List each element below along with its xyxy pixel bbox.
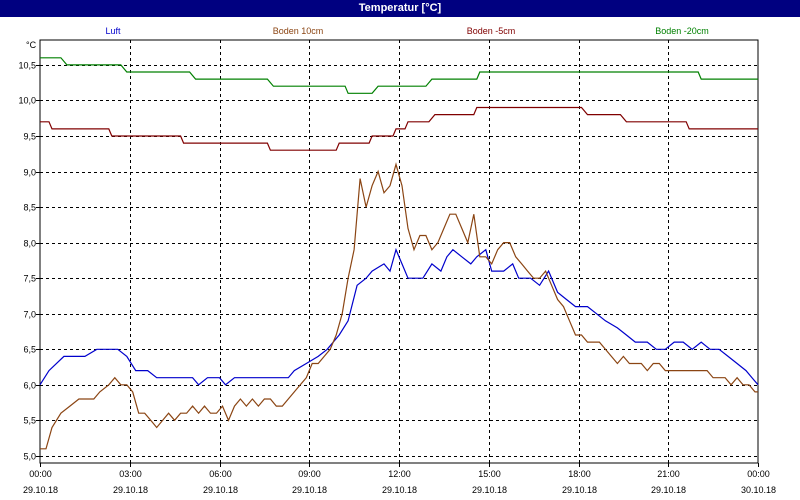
series-lines: [39, 57, 759, 450]
x-tick-time-label: 21:00: [657, 469, 680, 479]
legend-entry: Boden -5cm: [467, 26, 516, 36]
series-line-boden-20cm: [40, 57, 758, 94]
series-line-boden-10cm: [40, 162, 758, 450]
x-tick-time-label: 18:00: [568, 469, 591, 479]
x-tick-date-label: 29.10.18: [203, 485, 238, 495]
x-tick-date-label: 30.10.18: [741, 485, 776, 495]
x-tick-date-label: 29.10.18: [562, 485, 597, 495]
y-axis-unit-label: °C: [26, 40, 37, 50]
legend: Luft Boden 10cm Boden -5cm Boden -20cm: [105, 26, 708, 36]
x-tick-time-label: 09:00: [298, 469, 321, 479]
x-tick-date-label: 29.10.18: [292, 485, 327, 495]
x-tick-time-label: 15:00: [478, 469, 501, 479]
legend-entry: Boden 10cm: [273, 26, 324, 36]
y-tick-label: 6,5: [23, 345, 36, 355]
x-tick-time-label: 12:00: [388, 469, 411, 479]
y-tick-label: 9,5: [23, 132, 36, 142]
y-tick-label: 8,5: [23, 203, 36, 213]
y-tick-label: 10,0: [18, 96, 36, 106]
x-tick-time-label: 00:00: [747, 469, 770, 479]
x-tick-date-label: 29.10.18: [113, 485, 148, 495]
axes: 5,0 5,5 6,0 6,5 7,0 7,5 8,0 8,5 9,0 9,5 10,0 10,5 00…: [18, 39, 776, 495]
y-tick-label: 10,5: [18, 61, 36, 71]
x-tick-time-label: 00:00: [29, 469, 52, 479]
y-tick-label: 9,0: [23, 168, 36, 178]
grid: [40, 40, 758, 463]
x-tick-date-label: 29.10.18: [382, 485, 417, 495]
x-tick-date-label: 29.10.18: [472, 485, 507, 495]
x-tick-date-label: 29.10.18: [23, 485, 58, 495]
legend-entry: Boden -20cm: [655, 26, 709, 36]
y-tick-label: 5,5: [23, 416, 36, 426]
y-tick-label: 7,5: [23, 274, 36, 284]
legend-entry: Luft: [105, 26, 121, 36]
y-tick-label: 8,0: [23, 239, 36, 249]
y-tick-label: 6,0: [23, 381, 36, 391]
x-tick-time-label: 06:00: [209, 469, 232, 479]
x-tick-time-label: 03:00: [119, 469, 142, 479]
series-line-boden-5cm: [40, 106, 758, 151]
series-line-luft: [39, 247, 759, 386]
x-tick-date-label: 29.10.18: [651, 485, 686, 495]
chart-title: Temperatur [°C]: [0, 0, 800, 17]
y-tick-label: 7,0: [23, 310, 36, 320]
y-tick-label: 5,0: [23, 452, 36, 462]
